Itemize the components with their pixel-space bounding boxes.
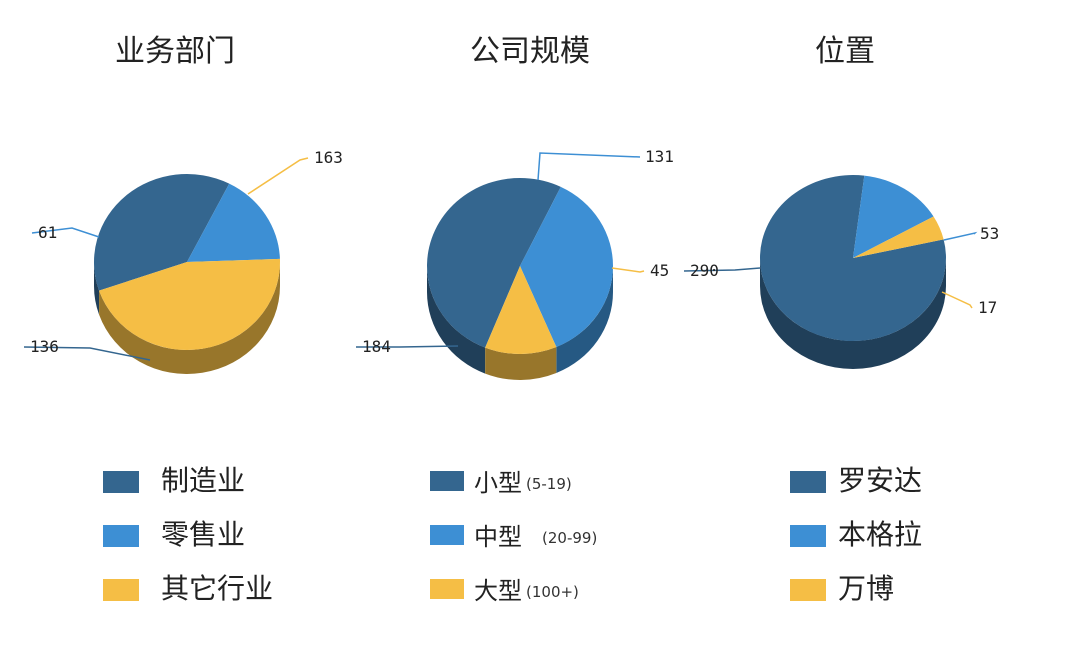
legend-label: 零售业 xyxy=(161,518,246,551)
pie-2-leader-2 xyxy=(537,152,641,181)
legend-swatch xyxy=(790,579,826,601)
pie-3-side-1 xyxy=(760,258,946,369)
legend-label: 万博 xyxy=(838,572,895,605)
pie-3-value-label-1: 290 xyxy=(690,261,719,280)
pie-2-value-label-3: 45 xyxy=(650,261,669,280)
pie-2-slice-1 xyxy=(427,178,561,348)
legend-label: 本格拉 xyxy=(838,518,923,551)
legend-swatch xyxy=(103,525,139,547)
legend-swatch xyxy=(103,471,139,493)
pie-1-slice-1 xyxy=(94,174,230,291)
legend-note: (100+) xyxy=(526,583,579,601)
legend-label-text: 中型 xyxy=(474,523,522,551)
pie-3-leader-2 xyxy=(943,231,978,241)
pie-2-slice-2 xyxy=(520,186,613,348)
legend-swatch xyxy=(430,525,464,545)
pie-1-value-label-3: 163 xyxy=(314,148,343,167)
legend-swatch xyxy=(430,579,464,599)
legend-label: 小型 (5-19) xyxy=(474,463,572,498)
legend-swatch xyxy=(430,471,464,491)
legend-label: 制造业 xyxy=(161,464,246,497)
pie-3-slice-1 xyxy=(760,174,946,341)
legend-note: (5-19) xyxy=(526,475,572,493)
pie-3-value-label-3: 17 xyxy=(978,298,997,317)
pie-1-value-label-2: 61 xyxy=(38,223,57,242)
pie-3-leader-3 xyxy=(941,291,973,309)
pie-2-value-label-1: 184 xyxy=(362,337,391,356)
chart-title-1: 业务部门 xyxy=(115,34,235,69)
pie-1-side-3 xyxy=(99,262,280,374)
legend-label: 罗安达 xyxy=(838,464,923,497)
pie-2-leader-1 xyxy=(356,345,459,348)
legend-swatch xyxy=(790,471,826,493)
legend-swatch xyxy=(103,579,139,601)
pie-1-leader-2 xyxy=(31,227,100,238)
pie-3-value-label-2: 53 xyxy=(980,224,999,243)
pie-2-side-3 xyxy=(485,347,557,381)
chart-title-2: 公司规模 xyxy=(470,34,590,69)
legend-label-text: 小型 xyxy=(474,469,522,497)
pie-1-leader-3 xyxy=(247,157,309,195)
pie-2-value-label-2: 131 xyxy=(645,147,674,166)
legend-label-text: 大型 xyxy=(474,577,522,605)
legend-label: 其它行业 xyxy=(161,572,274,605)
chart-title-3: 位置 xyxy=(815,34,875,69)
pie-1-side-1 xyxy=(94,262,100,315)
pie-2-leader-3 xyxy=(611,267,645,273)
legend-note: (20-99) xyxy=(542,529,598,547)
pie-1-leader-1 xyxy=(23,346,151,361)
legend-label: 大型 (100+) xyxy=(474,571,579,606)
pie-2-slice-3 xyxy=(485,266,557,355)
pie-2-side-1 xyxy=(427,266,486,374)
pie-3-leader-1 xyxy=(683,267,761,272)
pie-1-slice-3 xyxy=(99,258,280,351)
legend-label: 中型 (20-99) xyxy=(474,517,597,552)
legend-swatch xyxy=(790,525,826,547)
pie-1-value-label-1: 136 xyxy=(30,337,59,356)
pie-3-slice-2 xyxy=(853,175,934,258)
pie-3-slice-3 xyxy=(853,216,944,258)
pie-1-slice-2 xyxy=(187,183,280,262)
pie-2-side-2 xyxy=(556,266,613,374)
